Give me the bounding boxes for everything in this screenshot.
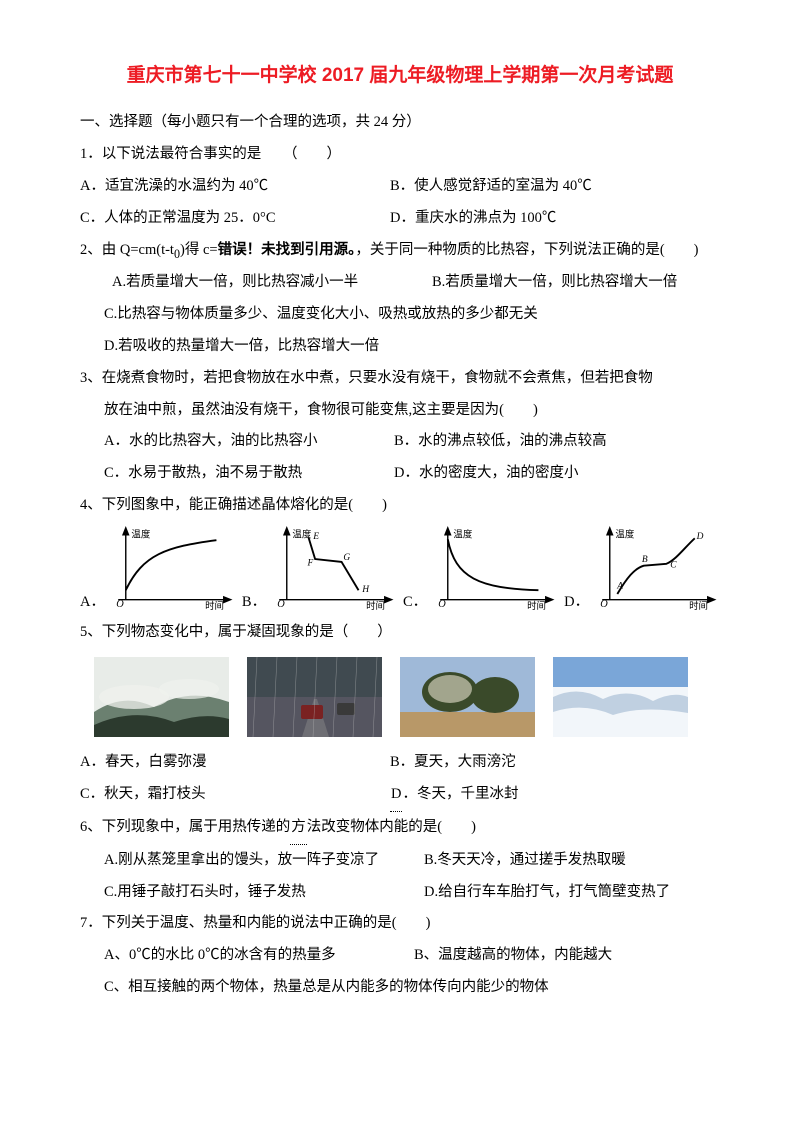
q5-opt-a: A．春天，白雾弥漫 xyxy=(80,747,390,779)
q5-row-cd: C．秋天，霜打枝头 D．冬天，千里冰封 xyxy=(80,779,720,812)
q6-row-ab: A.刚从蒸笼里拿出的馒头，放一阵子变凉了 B.冬天天冷，通过搓手发热取暖 xyxy=(80,845,720,877)
svg-text:O: O xyxy=(438,599,446,610)
svg-text:时间: 时间 xyxy=(689,600,708,611)
svg-text:F: F xyxy=(307,559,314,569)
q7-opt-a: A、0℃的水比 0℃的冰含有的热量多 xyxy=(104,940,414,972)
q3-row-cd: C．水易于散热，油不易于散热 D．水的密度大，油的密度小 xyxy=(80,458,720,490)
q7-opt-c: C、相互接触的两个物体，热量总是从内能多的物体传向内能少的物体 xyxy=(80,972,720,1004)
q5-photo-1 xyxy=(94,657,229,737)
q4-graph-b: 温度 时间 O E F G H xyxy=(272,526,397,611)
q4-figure-row: A． 温度 时间 O B． 温度 时间 O E F G H C． xyxy=(80,526,720,611)
q2-opt-d: D.若吸收的热量增大一倍，比热容增大一倍 xyxy=(80,331,720,363)
svg-text:B: B xyxy=(642,555,648,565)
svg-text:温度: 温度 xyxy=(131,528,150,540)
q5-stem: 5、下列物态变化中，属于凝固现象的是（ ） xyxy=(80,617,720,649)
exam-page: 重庆市第七十一中学校 2017 届九年级物理上学期第一次月考试题 一、选择题（每… xyxy=(0,0,800,1044)
q4-label-b: B． xyxy=(242,590,266,611)
svg-text:C: C xyxy=(670,561,677,571)
q2-stem: 2、由 Q=cm(t-t0)得 c=错误！未找到引用源。，关于同一种物质的比热容… xyxy=(80,235,720,267)
q4-graph-d: 温度 时间 O A B C D xyxy=(595,526,720,611)
q2-opt-c: C.比热容与物体质量多少、温度变化大小、吸热或放热的多少都无关 xyxy=(80,299,720,331)
section-1-heading: 一、选择题（每小题只有一个合理的选项，共 24 分） xyxy=(80,107,720,139)
svg-text:温度: 温度 xyxy=(454,528,473,540)
q6-opt-c: C.用锤子敲打石头时，锤子发热 xyxy=(104,877,424,909)
q4-label-c: C． xyxy=(403,590,427,611)
q3-stem-1: 3、在烧煮食物时，若把食物放在水中煮，只要水没有烧干，食物就不会煮焦，但若把食物 xyxy=(80,363,720,395)
q1-row-cd: C．人体的正常温度为 25．0°C D．重庆水的沸点为 100℃ xyxy=(80,203,720,235)
q2-error-text: 错误！未找到引用源。 xyxy=(218,242,356,258)
svg-text:H: H xyxy=(361,585,370,595)
q5-opt-c: C．秋天，霜打枝头 xyxy=(80,779,390,812)
q3-stem-2: 放在油中煎，虽然油没有烧干，食物很可能变焦,这主要是因为( ) xyxy=(80,395,720,427)
q5-photo-4 xyxy=(553,657,688,737)
q6-stem: 6、下列现象中，属于用热传递的方法改变物体内能的是( ) xyxy=(80,812,720,845)
q3-opt-c: C．水易于散热，油不易于散热 xyxy=(104,458,394,490)
svg-text:G: G xyxy=(344,553,351,563)
svg-text:A: A xyxy=(616,581,623,591)
q2-stem-c: ，关于同一种物质的比热容，下列说法正确的是( ) xyxy=(355,242,698,258)
q4-graph-a: 温度 时间 O xyxy=(111,526,236,611)
q1-opt-b: B．使人感觉舒适的室温为 40℃ xyxy=(390,171,592,203)
q3-opt-b: B．水的沸点较低，油的沸点较高 xyxy=(394,426,607,458)
q6-opt-d: D.给自行车车胎打气，打气筒壁变热了 xyxy=(424,877,670,909)
q4-graph-c: 温度 时间 O xyxy=(433,526,558,611)
q6-row-cd: C.用锤子敲打石头时，锤子发热 D.给自行车车胎打气，打气筒壁变热了 xyxy=(80,877,720,909)
svg-text:时间: 时间 xyxy=(205,600,224,611)
q3-opt-d: D．水的密度大，油的密度小 xyxy=(394,458,578,490)
q1-stem: 1．以下说法最符合事实的是 （ ） xyxy=(80,139,720,171)
svg-text:E: E xyxy=(312,532,319,542)
q4-label-a: A． xyxy=(80,590,105,611)
q5-row-ab: A．春天，白雾弥漫 B．夏天，大雨滂沱 xyxy=(80,747,720,779)
q5-opt-d-rest: ．冬天，千里冰封 xyxy=(402,786,518,802)
svg-text:时间: 时间 xyxy=(366,600,385,611)
q1-row-ab: A．适宜洗澡的水温约为 40℃ B．使人感觉舒适的室温为 40℃ xyxy=(80,171,720,203)
q7-stem: 7．下列关于温度、热量和内能的说法中正确的是( ) xyxy=(80,908,720,940)
q6-opt-b: B.冬天天冷，通过搓手发热取暖 xyxy=(424,845,626,877)
svg-text:时间: 时间 xyxy=(527,600,546,611)
svg-text:O: O xyxy=(277,599,285,610)
q1-opt-d: D．重庆水的沸点为 100℃ xyxy=(390,203,556,235)
q6-stem-post: 法改变物体内能的是( ) xyxy=(307,819,476,835)
q6-opt-a: A.刚从蒸笼里拿出的馒头，放一阵子变凉了 xyxy=(104,845,424,877)
q5-opt-d: D．冬天，千里冰封 xyxy=(390,779,518,812)
q1-opt-c: C．人体的正常温度为 25．0°C xyxy=(80,203,390,235)
q2-row-ab: A.若质量增大一倍，则比热容减小一半 B.若质量增大一倍，则比热容增大一倍 xyxy=(80,267,720,299)
q5-photo-3 xyxy=(400,657,535,737)
q1-opt-a: A．适宜洗澡的水温约为 40℃ xyxy=(80,171,390,203)
q6-stem-pre: 6、下列现象中，属于用热传递的 xyxy=(80,819,290,835)
q3-opt-a: A．水的比热容大，油的比热容小 xyxy=(104,426,394,458)
q4-label-d: D． xyxy=(564,590,589,611)
svg-text:D: D xyxy=(696,532,704,542)
q2-opt-a: A.若质量增大一倍，则比热容减小一半 xyxy=(112,267,432,299)
q7-row-ab: A、0℃的水比 0℃的冰含有的热量多 B、温度越高的物体，内能越大 xyxy=(80,940,720,972)
q5-opt-d-underline: D xyxy=(390,779,402,812)
q2-opt-b: B.若质量增大一倍，则比热容增大一倍 xyxy=(432,267,677,299)
q5-photo-row xyxy=(94,657,720,737)
svg-text:温度: 温度 xyxy=(616,528,635,540)
q5-opt-b: B．夏天，大雨滂沱 xyxy=(390,747,516,779)
svg-text:O: O xyxy=(116,599,124,610)
q4-stem: 4、下列图象中，能正确描述晶体熔化的是( ) xyxy=(80,490,720,522)
q3-row-ab: A．水的比热容大，油的比热容小 B．水的沸点较低，油的沸点较高 xyxy=(80,426,720,458)
exam-title: 重庆市第七十一中学校 2017 届九年级物理上学期第一次月考试题 xyxy=(80,60,720,87)
q6-stem-dot: 方 xyxy=(290,812,307,845)
q2-stem-a: 2、由 Q=cm(t-t xyxy=(80,242,174,258)
q2-stem-b: )得 c= xyxy=(180,242,218,258)
q7-opt-b: B、温度越高的物体，内能越大 xyxy=(414,940,612,972)
svg-text:O: O xyxy=(600,599,608,610)
q5-photo-2 xyxy=(247,657,382,737)
